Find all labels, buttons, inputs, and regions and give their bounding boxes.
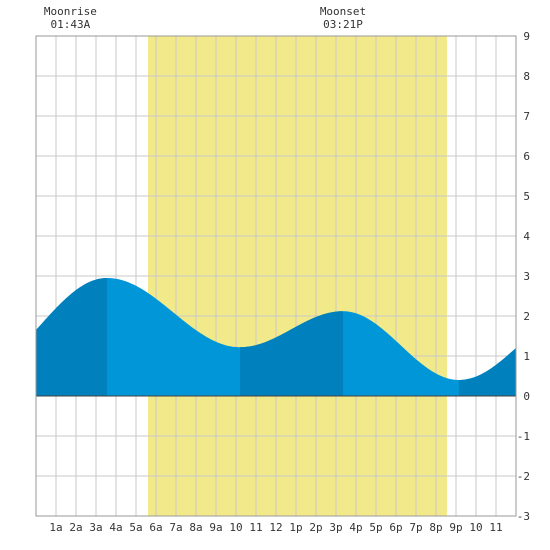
x-tick-label: 8p [429, 521, 442, 534]
plot-border [35, 35, 517, 517]
x-tick-label: 3p [329, 521, 342, 534]
y-tick-label: 6 [523, 150, 530, 163]
y-tick-label: 4 [523, 230, 530, 243]
y-tick-label: 2 [523, 310, 530, 323]
x-tick-label: 4p [349, 521, 362, 534]
x-tick-label: 5a [129, 521, 142, 534]
moon-event-title: Moonset [320, 5, 366, 18]
y-tick-label: 8 [523, 70, 530, 83]
y-tick-label: -1 [517, 430, 530, 443]
x-tick-label: 8a [189, 521, 202, 534]
x-tick-label: 11 [249, 521, 262, 534]
y-tick-label: 1 [523, 350, 530, 363]
x-tick-label: 2a [69, 521, 82, 534]
tide-area [36, 278, 516, 396]
x-tick-label: 6a [149, 521, 162, 534]
y-axis-tick-labels: 9 8 7 6 5 4 3 2 1 0 -1 -2 -3 [517, 30, 531, 523]
y-tick-label: 0 [523, 390, 530, 403]
y-tick-label: 9 [523, 30, 530, 43]
x-tick-label: 4a [109, 521, 122, 534]
y-tick-label: 5 [523, 190, 530, 203]
y-tick-label: 3 [523, 270, 530, 283]
moon-event-title: Moonrise [44, 5, 97, 18]
moon-event-time: 03:21P [323, 18, 363, 31]
x-tick-label: 1p [289, 521, 302, 534]
x-tick-label: 9p [449, 521, 462, 534]
x-tick-label: 9a [209, 521, 222, 534]
x-tick-label: 11 [489, 521, 502, 534]
x-axis-tick-labels: 1a 2a 3a 4a 5a 6a 7a 8a 9a 10 11 12 1p 2p 3p 4p 5p 6p 7p 8p… [49, 521, 502, 534]
x-tick-label: 7p [409, 521, 422, 534]
x-tick-label: 6p [389, 521, 402, 534]
x-tick-label: 5p [369, 521, 382, 534]
y-tick-label: -2 [517, 470, 530, 483]
y-tick-label: 7 [523, 110, 530, 123]
x-tick-label: 2p [309, 521, 322, 534]
x-tick-label: 12 [269, 521, 282, 534]
x-tick-label: 10 [229, 521, 242, 534]
y-tick-label: -3 [517, 510, 530, 523]
x-tick-label: 3a [89, 521, 102, 534]
x-tick-label: 1a [49, 521, 62, 534]
x-tick-label: 7a [169, 521, 182, 534]
x-tick-label: 10 [469, 521, 482, 534]
moon-event-time: 01:43A [51, 18, 91, 31]
